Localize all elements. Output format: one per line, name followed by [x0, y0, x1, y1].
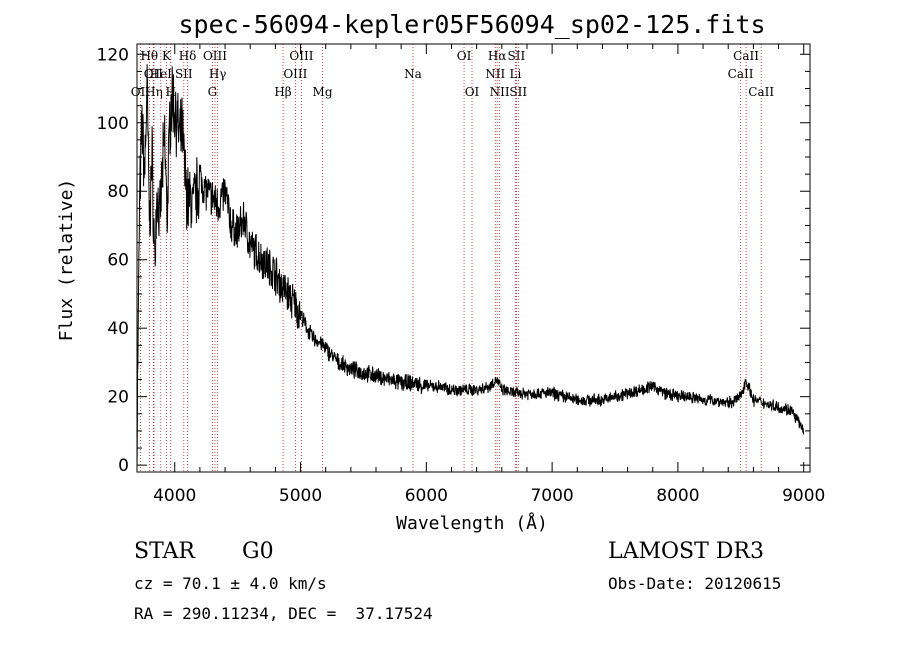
spectral-line-label: NII	[490, 85, 510, 99]
spectral-line-label: CaII	[748, 85, 774, 99]
spectrum-line-series	[136, 64, 805, 472]
y-tick-label: 40	[107, 319, 129, 339]
y-axis-label: Flux (relative)	[56, 179, 77, 342]
x-tick-label: 4000	[153, 486, 196, 506]
y-tick-label: 60	[107, 251, 129, 271]
survey-name: LAMOST DR3	[608, 539, 764, 564]
y-tick-label: 120	[97, 45, 129, 65]
obs-date: Obs-Date: 20120615	[608, 574, 782, 593]
spectral-line-label: Hθ	[140, 49, 158, 63]
spectral-line-label: OII	[144, 67, 164, 81]
x-tick-label: 9000	[782, 486, 825, 506]
x-axis-label: Wavelength (Å)	[396, 512, 548, 534]
spectral-line-label: Hη	[145, 85, 163, 99]
spectral-line-label: Hα	[488, 49, 507, 63]
chart-title: spec-56094-kepler05F56094_sp02-125.fits	[179, 10, 766, 39]
spectral-subclass: G0	[242, 539, 274, 564]
spectral-line-label: OI	[465, 85, 480, 99]
x-tick-label: 8000	[656, 486, 699, 506]
spectral-line-label: SII	[175, 67, 193, 81]
spectral-line-label: SII	[509, 85, 527, 99]
spectral-line-label: OI	[457, 49, 472, 63]
spectral-line-label: G	[208, 85, 218, 99]
spectral-line-label: Mg	[313, 85, 333, 99]
spectral-line-label: Hδ	[179, 49, 197, 63]
y-tick-label: 80	[107, 182, 129, 202]
spectral-line-label: Li	[509, 67, 521, 81]
spectral-line-label: Hγ	[209, 67, 227, 81]
spectral-line-label: OII	[131, 85, 151, 99]
spectral-lines-layer: OIIHθOIIHηHeIKHSIIHδGOIIIHγHβOIIIOIIIMgN…	[131, 44, 774, 472]
y-tick-label: 100	[97, 114, 129, 134]
series-layer	[136, 64, 805, 472]
spectral-line-label: SII	[508, 49, 526, 63]
y-tick-label: 20	[107, 388, 129, 408]
x-tick-label: 7000	[530, 486, 573, 506]
object-type: STAR	[134, 539, 195, 564]
spectral-line-label: OIII	[289, 49, 313, 63]
x-tick-label: 5000	[279, 486, 322, 506]
spectral-line-label: Hβ	[274, 85, 291, 99]
spectral-line-label: HeI	[150, 67, 173, 81]
spectral-line-label: H	[165, 85, 175, 99]
spectral-line-label: CaII	[728, 67, 754, 81]
coordinates: RA = 290.11234, DEC = 37.17524	[134, 604, 433, 623]
redshift-cz: cz = 70.1 ± 4.0 km/s	[134, 574, 327, 593]
y-tick-label: 0	[118, 456, 129, 476]
plot-frame	[136, 43, 811, 473]
spectral-line-label: OIII	[283, 67, 307, 81]
spectral-line-label: CaII	[733, 49, 759, 63]
spectral-line-label: OIII	[203, 49, 227, 63]
x-tick-label: 6000	[405, 486, 448, 506]
spectral-line-label: NII	[485, 67, 505, 81]
spectral-line-label: Na	[404, 67, 422, 81]
spectral-line-label: K	[162, 49, 172, 63]
ticks-layer: 4000 5000 6000 7000 8000 9000 0 20 40 60 80 100 120	[97, 44, 825, 506]
